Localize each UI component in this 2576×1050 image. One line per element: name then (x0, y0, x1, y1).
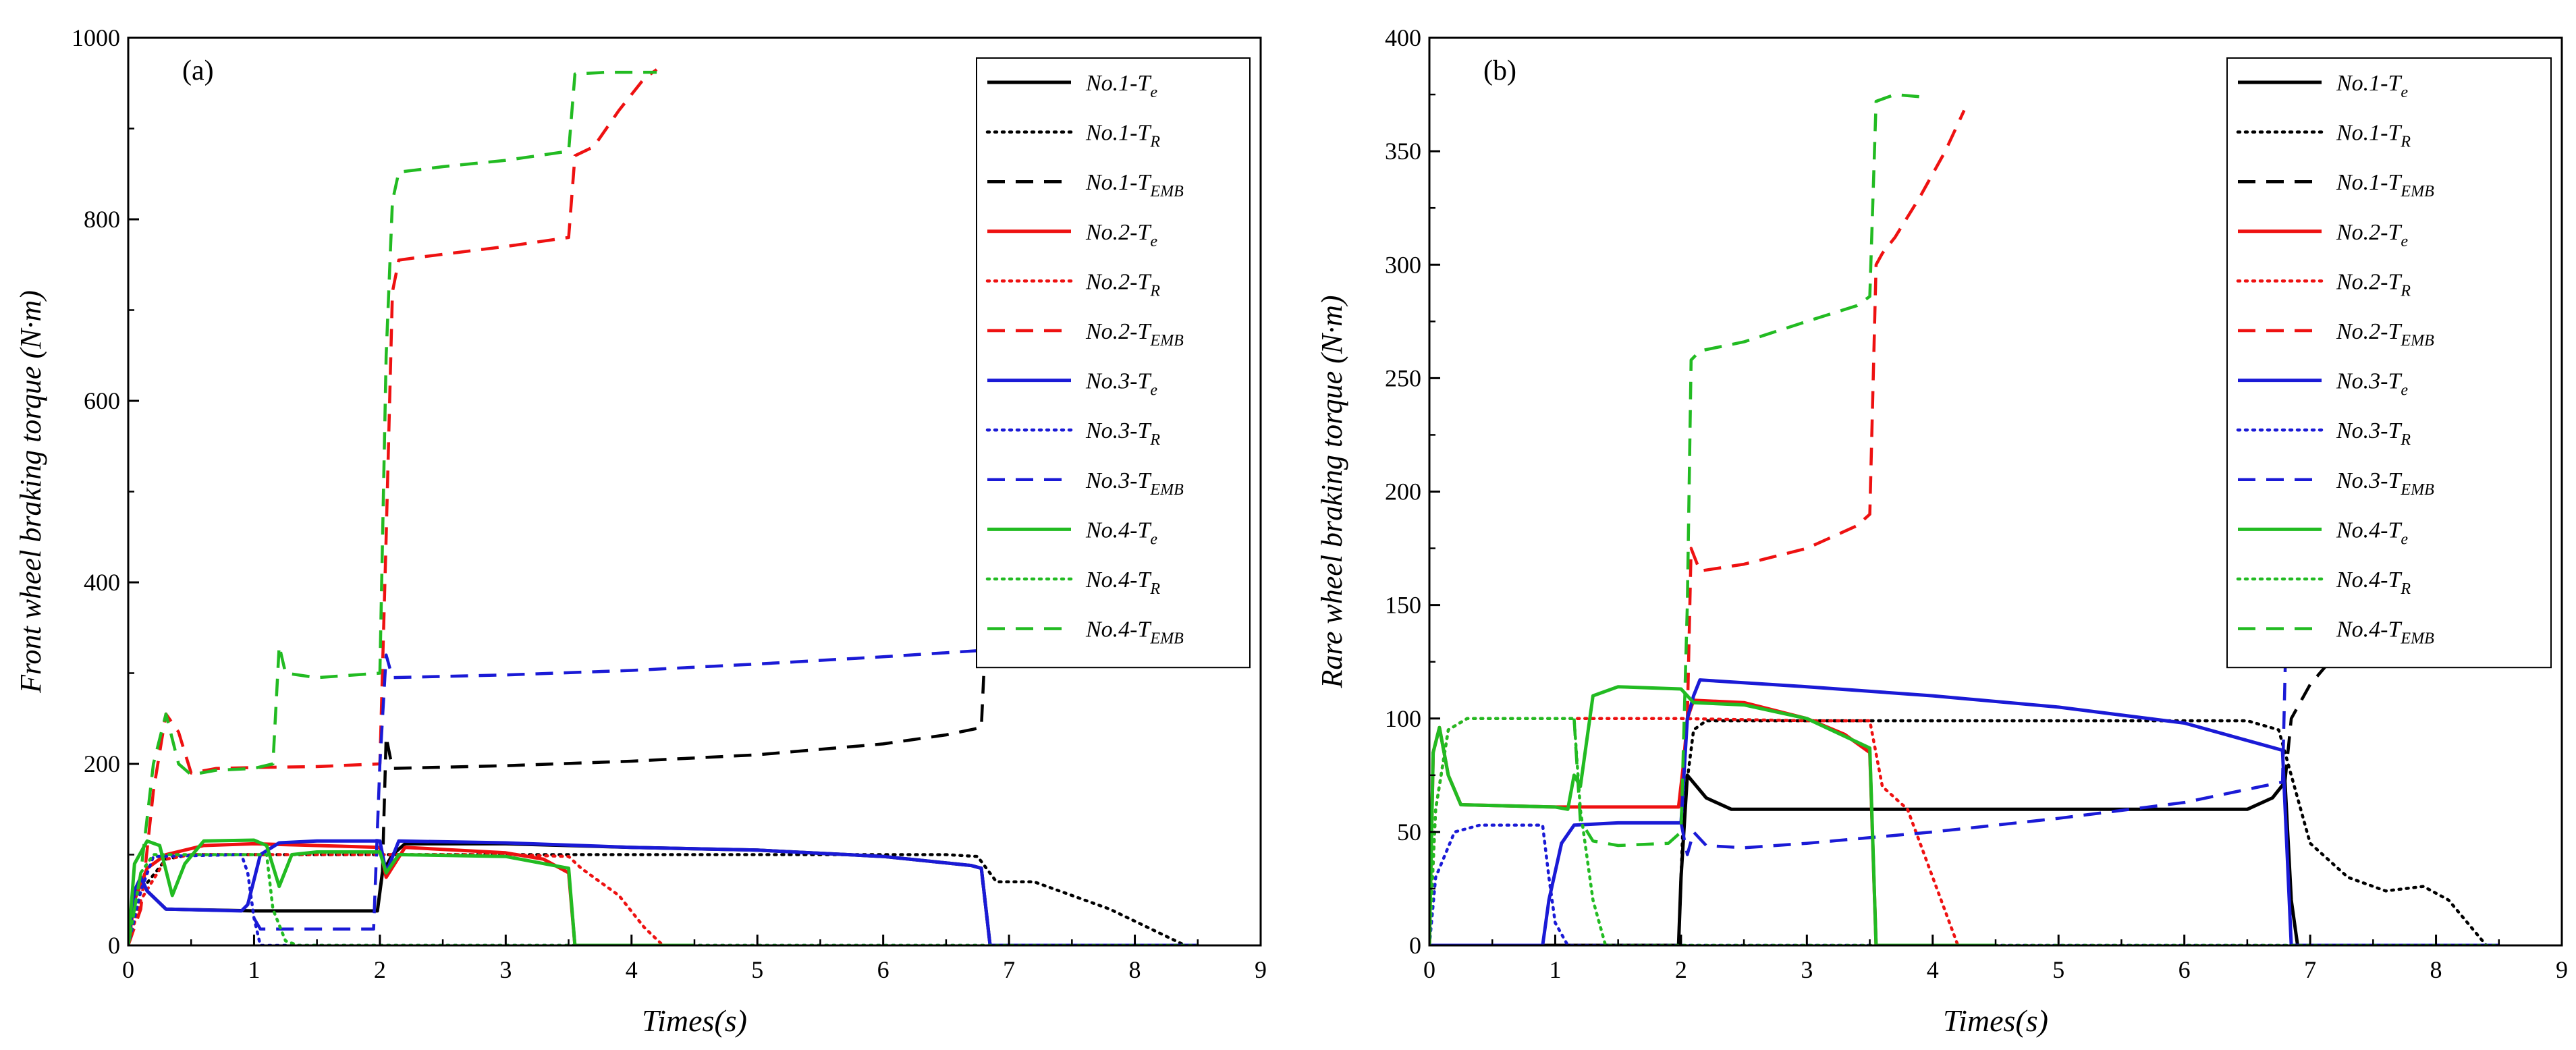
legend-label: No.1-Te (2336, 71, 2408, 101)
panel-b-y-tick-label: 200 (1385, 478, 1421, 505)
legend-label: No.4-TEMB (2336, 617, 2434, 648)
panel-a-y-axis-title: Front wheel braking torque (N·m) (14, 290, 47, 694)
panel-b-data-lines (1429, 92, 2501, 945)
legend-label: No.3-TR (2336, 418, 2411, 449)
panel-a: 0 1 2 3 4 5 6 7 8 9 0 200 400 600 800 1000 (a) Times(s)… (14, 24, 1267, 1038)
panel-a-legend: No.1-Te No.1-TR No.1-TEMB No.2-Te No.2-TR No.… (976, 57, 1251, 669)
legend-label: No.1-TR (2336, 121, 2411, 151)
legend-label: No.1-TEMB (1085, 170, 1184, 200)
legend-label: No.1-TEMB (2336, 170, 2434, 200)
legend-label: No.3-TEMB (2336, 468, 2434, 499)
panel-b-x-tick-label: 6 (2178, 956, 2191, 983)
panel-b-ticks: 0 1 2 3 4 5 6 7 8 9 0 50 100 150 200 250 300 350 400 (1385, 24, 2568, 983)
legend-label: No.3-Te (1085, 369, 1157, 399)
panel-b-line-no4-temb (1572, 92, 1921, 848)
legend-label: No.4-TR (1085, 568, 1160, 598)
legend-label: No.2-TR (1085, 269, 1160, 300)
panel-a-x-tick-label: 7 (1003, 956, 1015, 983)
legend-label: No.4-TR (2336, 568, 2411, 598)
panel-b-x-tick-label: 5 (2052, 956, 2064, 983)
panel-a-x-tick-label: 6 (877, 956, 889, 983)
panel-b-label: (b) (1483, 55, 1516, 86)
panel-a-y-tick-label: 1000 (72, 24, 120, 51)
panel-a-y-tick-label: 400 (84, 569, 120, 596)
panel-a-x-tick-label: 4 (626, 956, 638, 983)
panel-a-x-tick-label: 8 (1129, 956, 1141, 983)
panel-a-x-tick-label: 5 (751, 956, 763, 983)
panel-b: 0 1 2 3 4 5 6 7 8 9 0 50 100 150 200 250 300 350 400 (b) T… (1315, 24, 2568, 1038)
panel-a-ticks: 0 1 2 3 4 5 6 7 8 9 0 200 400 600 800 1000 (72, 24, 1267, 983)
panel-b-legend-box (2226, 57, 2552, 669)
panel-b-x-tick-label: 4 (1927, 956, 1939, 983)
panel-a-x-tick-label: 3 (499, 956, 512, 983)
panel-b-line-no4-te (1429, 685, 1996, 945)
panel-b-y-tick-label: 300 (1385, 251, 1421, 278)
panel-a-line-no4-te (128, 838, 694, 945)
panel-b-y-tick-label: 150 (1385, 592, 1421, 619)
panel-b-x-tick-label: 8 (2430, 956, 2442, 983)
panel-a-line-no3-te (128, 839, 1198, 945)
legend-label: No.4-TEMB (1085, 617, 1184, 648)
panel-b-line-no3-tr (1429, 823, 2501, 945)
panel-b-y-tick-label: 400 (1385, 24, 1421, 51)
panel-a-y-tick-label: 0 (108, 932, 120, 959)
panel-a-x-tick-label: 9 (1255, 956, 1267, 983)
panel-b-x-tick-label: 9 (2556, 956, 2568, 983)
panel-a-line-no3-tr (128, 853, 1200, 945)
legend-label: No.4-Te (1085, 518, 1157, 548)
panel-a-label: (a) (182, 55, 214, 86)
panel-a-line-no2-tr (128, 853, 665, 945)
panel-b-y-tick-label: 50 (1397, 819, 1421, 846)
panel-b-y-tick-label: 350 (1385, 138, 1421, 165)
panel-b-line-no2-te (1429, 698, 1996, 945)
legend-label: No.2-Te (2336, 220, 2408, 250)
panel-b-x-axis-title: Times(s) (1943, 1003, 2048, 1038)
panel-a-data-lines (128, 68, 1200, 945)
panel-b-legend: No.1-Te No.1-TR No.1-TEMB No.2-Te No.2-TR No.… (2226, 57, 2552, 669)
panel-a-line-no4-tr (128, 853, 1200, 945)
legend-label: No.3-TEMB (1085, 468, 1184, 499)
panel-a-x-tick-label: 0 (122, 956, 134, 983)
panel-b-y-tick-label: 100 (1385, 705, 1421, 732)
panel-b-line-no2-tr (1429, 717, 1960, 945)
panel-a-legend-box (976, 57, 1251, 669)
panel-a-x-tick-label: 1 (248, 956, 260, 983)
panel-a-line-no4-temb (128, 70, 657, 945)
panel-b-y-tick-label: 0 (1409, 932, 1421, 959)
panel-b-line-no1-tr (1429, 719, 2488, 945)
panel-b-y-axis-title: Rare wheel braking torque (N·m) (1315, 295, 1348, 688)
panel-a-y-tick-label: 600 (84, 387, 120, 414)
panel-a-y-tick-label: 200 (84, 750, 120, 777)
panel-b-x-tick-label: 2 (1675, 956, 1687, 983)
legend-label: No.4-Te (2336, 518, 2408, 548)
legend-label: No.2-TEMB (2336, 319, 2434, 350)
panel-b-x-tick-label: 7 (2304, 956, 2316, 983)
legend-label: No.2-TR (2336, 269, 2411, 300)
panel-a-line-no2-temb (128, 68, 658, 945)
legend-label: No.3-Te (2336, 369, 2408, 399)
panel-b-line-no1-te (1429, 773, 2499, 945)
legend-label: No.2-TEMB (1085, 319, 1184, 350)
panel-a-x-axis-title: Times(s) (642, 1003, 747, 1038)
panel-b-line-no2-temb (1685, 109, 1966, 719)
panel-b-line-no3-te (1429, 678, 2499, 945)
panel-b-line-no4-tr (1429, 717, 2501, 945)
panel-b-x-tick-label: 1 (1549, 956, 1561, 983)
legend-label: No.1-TR (1085, 121, 1160, 151)
legend-label: No.1-Te (1085, 71, 1157, 101)
panel-b-x-tick-label: 0 (1423, 956, 1435, 983)
panel-a-line-no3-temb (252, 567, 1186, 931)
panel-a-line-no1-temb (381, 570, 1186, 873)
panel-a-line-no2-te (128, 841, 694, 945)
panel-b-x-tick-label: 3 (1801, 956, 1813, 983)
panel-a-y-tick-label: 800 (84, 206, 120, 233)
panel-b-y-tick-label: 250 (1385, 364, 1421, 391)
panel-a-x-tick-label: 2 (374, 956, 386, 983)
legend-label: No.2-Te (1085, 220, 1157, 250)
legend-label: No.3-TR (1085, 418, 1160, 449)
